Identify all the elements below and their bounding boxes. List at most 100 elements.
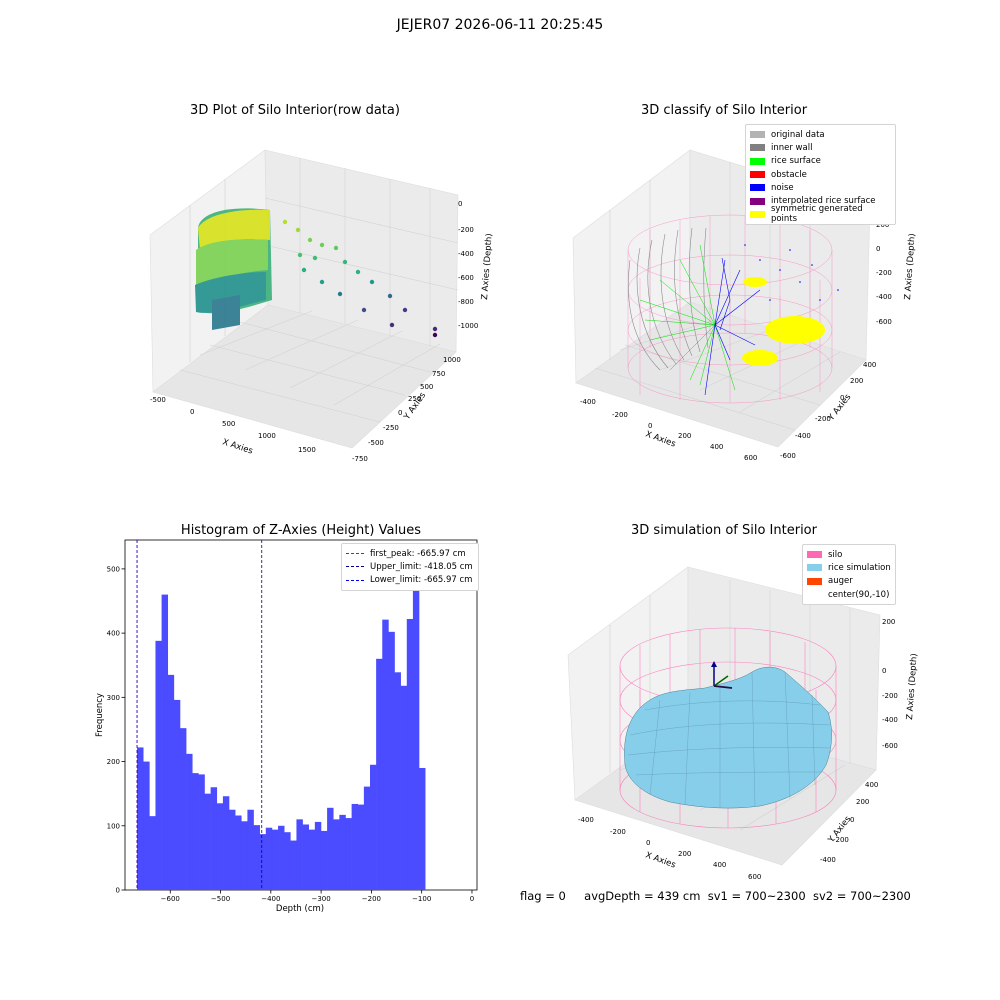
- classify-legend: original data inner wall rice surface ob…: [745, 124, 896, 226]
- raw-x-tick: 0: [190, 408, 194, 416]
- raw-z-tick: -600: [458, 274, 474, 282]
- histogram-bar: [173, 699, 181, 890]
- histogram-bar: [388, 631, 395, 890]
- legend-label: silo: [828, 549, 843, 560]
- simulation-legend: silo rice simulation auger center(90,-10…: [802, 544, 896, 606]
- sim-x-tick: -400: [578, 816, 594, 824]
- legend-label: noise: [771, 182, 794, 193]
- histogram-bar: [149, 816, 156, 890]
- raw-x-tick: 500: [222, 420, 235, 428]
- classify-plot-title: 3D classify of Silo Interior: [640, 103, 808, 118]
- status-line: flag = 0 avgDepth = 439 cm sv1 = 700~230…: [520, 889, 911, 903]
- histogram-y-label: Frequency: [95, 693, 105, 737]
- sim-z-tick: 200: [882, 618, 895, 626]
- legend-label: interpolated rice surface: [771, 196, 876, 207]
- histogram-bar: [308, 829, 316, 890]
- histogram-bar: [296, 819, 303, 890]
- sim-z-tick: -600: [882, 742, 898, 750]
- legend-entry-first-peak: first_peak: -665.97 cm: [346, 547, 474, 560]
- histogram-bar: [167, 674, 175, 890]
- raw-z-tick: 0: [458, 200, 462, 208]
- histogram-x-tick-label: −300: [311, 895, 330, 903]
- sim-z-tick: -200: [882, 692, 898, 700]
- histogram-bar: [302, 824, 310, 890]
- histogram-x-tick-label: −400: [261, 895, 280, 903]
- histogram-bar: [241, 821, 248, 890]
- legend-swatch: [750, 210, 765, 218]
- histogram-bar: [204, 793, 211, 890]
- classify-x-tick: -200: [612, 411, 628, 419]
- raw-plot-title: 3D Plot of Silo Interior(row data): [190, 103, 400, 118]
- histogram-y-tick-label: 400: [107, 630, 120, 638]
- classify-x-tick: 0: [648, 422, 652, 430]
- legend-label: auger: [828, 576, 853, 587]
- legend-label: original data: [771, 129, 825, 140]
- sim-y-tick: 200: [856, 798, 869, 806]
- histogram-bar: [137, 747, 144, 890]
- classify-z-tick: -600: [876, 318, 892, 326]
- legend-swatch: [807, 591, 822, 598]
- histogram-bar: [394, 672, 401, 890]
- classify-x-tick: 200: [678, 432, 691, 440]
- histogram-bar: [271, 829, 279, 890]
- legend-swatch: [750, 144, 765, 152]
- legend-label: Lower_limit: -665.97 cm: [370, 575, 473, 586]
- legend-swatch: [807, 577, 822, 585]
- sim-y-tick: 400: [865, 781, 878, 789]
- histogram-y-tick-label: 300: [107, 694, 120, 702]
- histogram-x-tick-label: −600: [161, 895, 180, 903]
- histogram-bar: [314, 821, 322, 890]
- raw-x-tick: -500: [150, 396, 166, 404]
- legend-swatch: [750, 131, 765, 139]
- legend-entry-silo: silo: [807, 548, 891, 561]
- histogram-x-tick-label: −200: [362, 895, 381, 903]
- legend-label: Upper_limit: -418.05 cm: [370, 561, 473, 572]
- histogram-title: Histogram of Z-Axies (Height) Values: [180, 523, 422, 538]
- raw-y-tick: -750: [352, 455, 368, 463]
- legend-entry-rice-simulation: rice simulation: [807, 561, 891, 574]
- status-flag: flag = 0: [520, 889, 566, 903]
- histogram-bar: [179, 728, 187, 890]
- histogram-bar: [235, 815, 242, 890]
- histogram-y-tick-label: 500: [107, 565, 120, 573]
- classify-y-tick: 200: [850, 377, 863, 385]
- histogram-y-tick-label: 100: [107, 822, 120, 830]
- legend-label: obstacle: [771, 169, 807, 180]
- histogram-bar: [143, 761, 150, 890]
- histogram-y-tick-label: 0: [116, 887, 120, 895]
- status-avg-depth: avgDepth = 439 cm: [584, 889, 701, 903]
- legend-entry-rice-surface: rice surface: [750, 155, 891, 168]
- legend-swatch: [750, 171, 765, 179]
- classify-y-tick: 0: [840, 394, 844, 402]
- histogram-x-tick-label: −100: [412, 895, 431, 903]
- histogram-bar: [210, 787, 218, 890]
- raw-z-tick: -200: [458, 226, 474, 234]
- raw-y-tick: 500: [420, 383, 433, 391]
- histogram-bar: [406, 618, 414, 890]
- classify-x-tick: 600: [744, 454, 757, 462]
- histogram-bar: [284, 832, 291, 890]
- histogram-bar: [198, 774, 205, 890]
- legend-entry-interpolated: interpolated rice surface: [750, 194, 891, 207]
- sim-y-tick: 0: [850, 816, 854, 824]
- legend-label: inner wall: [771, 142, 813, 153]
- histogram-bar: [265, 827, 273, 890]
- legend-swatch: [807, 551, 822, 559]
- legend-label: rice surface: [771, 156, 821, 167]
- histogram-x-tick-label: 0: [470, 895, 474, 903]
- sim-z-tick: 0: [882, 667, 886, 675]
- legend-entry-auger: auger: [807, 575, 891, 588]
- histogram-bar: [192, 773, 199, 890]
- legend-entry-noise: noise: [750, 181, 891, 194]
- legend-label: symmetric generated points: [770, 204, 863, 225]
- raw-y-tick: 0: [398, 409, 402, 417]
- status-sv2: sv2 = 700~2300: [812, 889, 911, 903]
- classify-z-tick: -200: [876, 269, 892, 277]
- histogram-bar: [155, 640, 162, 890]
- raw-y-tick: -500: [368, 439, 384, 447]
- histogram-bar: [247, 809, 254, 890]
- legend-entry-upper-limit: Upper_limit: -418.05 cm: [346, 560, 474, 573]
- simulation-3d-plot: -400 -200 0 200 400 600 -400 -200 0 200 …: [567, 566, 920, 880]
- sim-y-tick: -200: [833, 836, 849, 844]
